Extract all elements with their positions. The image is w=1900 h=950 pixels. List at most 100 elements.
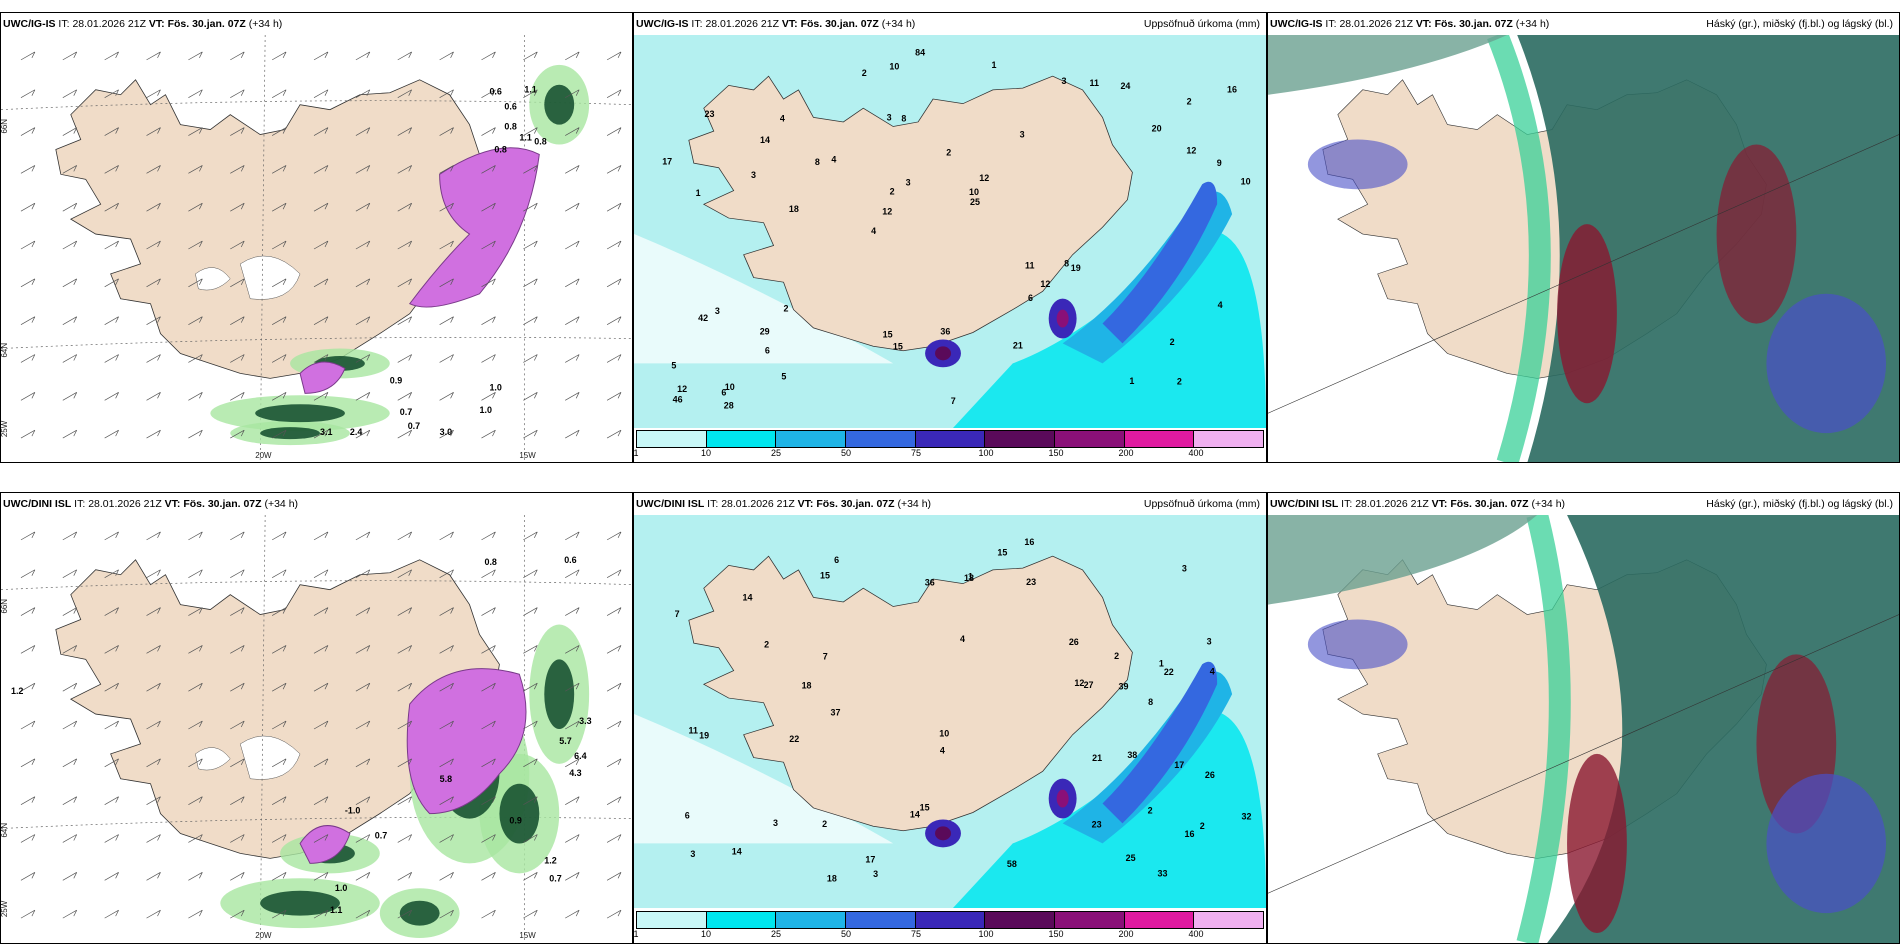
value-label: 8 <box>901 114 906 124</box>
wind-barb <box>230 569 245 579</box>
wind-barb <box>271 127 287 136</box>
wind-barb <box>355 354 371 363</box>
wind-barb <box>481 796 496 805</box>
it-label: IT: <box>707 498 719 510</box>
wind-barb <box>20 872 36 881</box>
wind-barb <box>20 354 36 363</box>
value-label: 14 <box>910 809 920 819</box>
wind-barb <box>439 354 454 363</box>
wind-barb <box>439 165 454 174</box>
wind-barb <box>271 429 287 439</box>
value-label: 17 <box>662 156 672 166</box>
high-cloud-area <box>1268 35 1508 95</box>
cloud-band <box>1487 35 1551 462</box>
rain-area <box>399 900 440 926</box>
colorbar-tick: 200 <box>1118 448 1134 458</box>
precip-150-200 <box>1056 309 1069 328</box>
wind-barb <box>146 834 161 843</box>
value-label: 1 <box>696 188 701 198</box>
colorbar-tick: 400 <box>1188 929 1204 939</box>
wind-barb <box>188 278 203 288</box>
wind-barb <box>104 645 119 654</box>
value-label: 11 <box>1025 261 1034 271</box>
panel-header: UWC/IG-IS IT: 28.01.2026 21Z VT: Fös. 30… <box>1 13 632 35</box>
wind-barb <box>146 569 161 579</box>
low-cloud-area <box>1307 139 1408 190</box>
it-value: 28.01.2026 21Z <box>88 498 162 510</box>
colorbar-tick: 100 <box>978 929 994 939</box>
snowfall-area <box>406 668 527 815</box>
wind-barb <box>188 720 203 730</box>
grid-line <box>1268 614 1899 894</box>
wind-barb <box>271 834 287 843</box>
wind-barb <box>523 720 538 730</box>
value-label: 0.9 <box>390 375 402 385</box>
wind-barb <box>62 607 78 616</box>
colorbar-cell <box>1194 912 1264 928</box>
value-label: 39 <box>1119 682 1129 692</box>
wind-barb <box>606 354 622 363</box>
wind-barb <box>481 429 496 439</box>
wind-barb <box>481 316 496 325</box>
wind-barb <box>523 240 538 250</box>
value-label: 3 <box>887 112 892 122</box>
colorbar-cell <box>985 912 1056 928</box>
wind-barb <box>146 127 161 136</box>
wind-barb <box>523 796 538 805</box>
value-label: 6 <box>765 346 770 356</box>
lead-time: (+34 h) <box>881 18 916 30</box>
value-label: 10 <box>939 729 949 739</box>
wind-barb <box>565 758 580 768</box>
wind-barb <box>439 278 454 288</box>
value-label: 12 <box>1040 279 1050 289</box>
it-label: IT: <box>58 18 70 30</box>
wind-barb <box>188 316 203 325</box>
wind-barb <box>565 51 580 61</box>
wind-barb <box>565 645 580 654</box>
wind-barb <box>606 796 622 805</box>
wind-barb <box>230 354 245 363</box>
wind-barb <box>20 607 36 616</box>
value-label: 17 <box>865 854 875 864</box>
wind-barb <box>481 569 496 579</box>
colorbar-tick: 75 <box>910 448 922 458</box>
wind-barb <box>146 720 161 730</box>
wind-barb <box>62 682 78 692</box>
wind-barb <box>481 872 496 881</box>
colorbar-cell <box>776 912 847 928</box>
snowfall-area <box>299 361 346 394</box>
map-canvas: 66N 64N 20W 15W 25W 0.8 0.6 1.2 -1.0 0.7 0.9 1.0 1.2… <box>1 515 632 943</box>
value-label: 38 <box>1127 750 1137 760</box>
value-label: 8 <box>1148 697 1153 707</box>
panel-header: UWC/DINI ISL IT: 28.01.2026 21Z VT: Fös.… <box>1268 493 1899 515</box>
wind-barb <box>355 392 371 401</box>
value-label: 1.0 <box>335 883 347 893</box>
value-label: 2 <box>784 304 789 314</box>
wind-barb <box>565 607 580 616</box>
value-label: 23 <box>1026 577 1036 587</box>
field-title: Háský (gr.), miðský (fj.bl.) og lágský (… <box>1706 18 1893 30</box>
wind-barb <box>355 89 371 99</box>
wind-barb <box>62 429 78 439</box>
precip-colorbar: 1 10 25 50 75 100 150 200 400 <box>634 428 1266 462</box>
wind-barb <box>20 796 36 805</box>
rain-area <box>544 659 575 729</box>
vt-label: VT: <box>1431 498 1448 510</box>
value-label: 25 <box>1126 853 1136 863</box>
wind-barb <box>271 569 287 579</box>
value-label: 4 <box>831 154 836 164</box>
wind-barb <box>565 569 580 579</box>
wind-barb <box>313 89 329 99</box>
value-label: 2 <box>1187 97 1192 107</box>
wind-barb <box>481 89 496 99</box>
lead-time: (+34 h) <box>1515 18 1550 30</box>
iceland-landmass <box>688 75 1133 352</box>
value-label: 2 <box>822 819 827 829</box>
wind-barb <box>313 202 329 212</box>
glacier-langjokull <box>195 747 231 771</box>
colorbar-tick: 75 <box>910 929 922 939</box>
longitude-line <box>259 515 266 943</box>
iceland-landmass <box>688 555 1133 832</box>
value-label: 11 <box>1089 78 1098 88</box>
wind-barb <box>313 607 329 616</box>
